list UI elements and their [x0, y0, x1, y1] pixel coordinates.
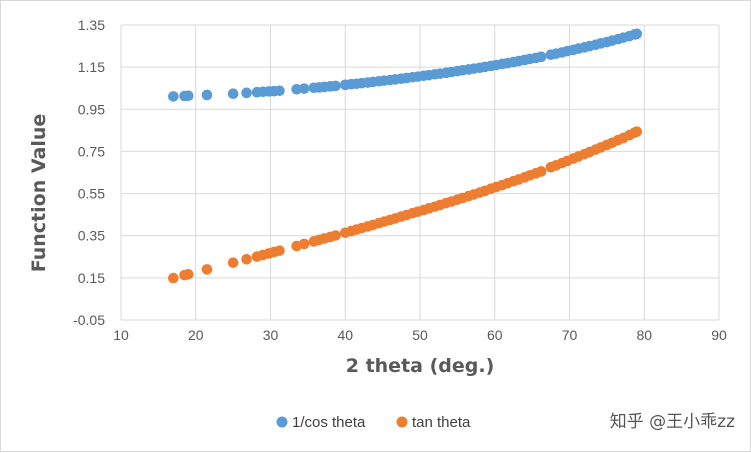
data-point [330, 230, 341, 241]
data-point [535, 166, 547, 177]
data-point [631, 126, 643, 137]
data-point [227, 88, 239, 99]
data-point [631, 28, 643, 40]
data-point [241, 254, 252, 265]
data-point [241, 87, 252, 99]
data-point [182, 90, 194, 102]
y-axis-title: Function Value [28, 114, 50, 273]
legend: 1/cos theta tan theta [276, 414, 471, 431]
x-tick-label: 70 [562, 327, 578, 343]
data-point [201, 264, 213, 275]
x-tick-label: 40 [337, 327, 353, 343]
data-point [168, 91, 179, 102]
data-point [182, 268, 194, 280]
data-point [535, 51, 547, 63]
x-tick-label: 90 [711, 327, 727, 343]
data-point [330, 80, 341, 92]
y-tick-label: 0.15 [78, 270, 105, 286]
x-tick-label: 30 [263, 327, 279, 343]
data-point [227, 257, 239, 268]
y-tick-label: 0.75 [78, 143, 105, 159]
data-point [168, 272, 179, 284]
data-series [168, 28, 643, 284]
x-tick-label: 60 [487, 327, 503, 343]
x-tick-labels: 10 20 30 40 50 60 70 80 90 [113, 327, 727, 343]
series-inv-cos-theta [168, 28, 643, 102]
legend-label: tan theta [412, 414, 471, 431]
series-tan-theta [168, 126, 643, 284]
grid-lines [120, 24, 720, 321]
y-tick-label: -0.05 [73, 312, 105, 328]
y-tick-label: 1.15 [78, 59, 105, 75]
x-tick-label: 20 [188, 327, 204, 343]
data-point [298, 83, 310, 94]
data-point [201, 89, 213, 101]
y-tick-label: 0.55 [78, 186, 105, 202]
x-tick-label: 80 [636, 327, 652, 343]
data-point [298, 238, 310, 250]
data-point [274, 245, 285, 256]
y-tick-label: 0.35 [78, 228, 105, 244]
data-point [274, 85, 285, 97]
watermark-text: 知乎 @王小乖zz [610, 412, 735, 432]
legend-marker [396, 416, 408, 428]
x-axis-title: 2 theta (deg.) [346, 355, 495, 377]
legend-marker [276, 416, 288, 428]
y-tick-label: 0.95 [78, 101, 105, 117]
legend-item: 1/cos theta [276, 414, 366, 431]
x-tick-label: 50 [412, 327, 428, 343]
legend-label: 1/cos theta [292, 414, 366, 431]
x-tick-label: 10 [113, 327, 129, 343]
y-tick-labels: -0.05 0.15 0.35 0.55 0.75 0.95 1.15 1.35 [73, 17, 105, 328]
y-tick-label: 1.35 [78, 17, 105, 33]
legend-item: tan theta [396, 414, 471, 431]
